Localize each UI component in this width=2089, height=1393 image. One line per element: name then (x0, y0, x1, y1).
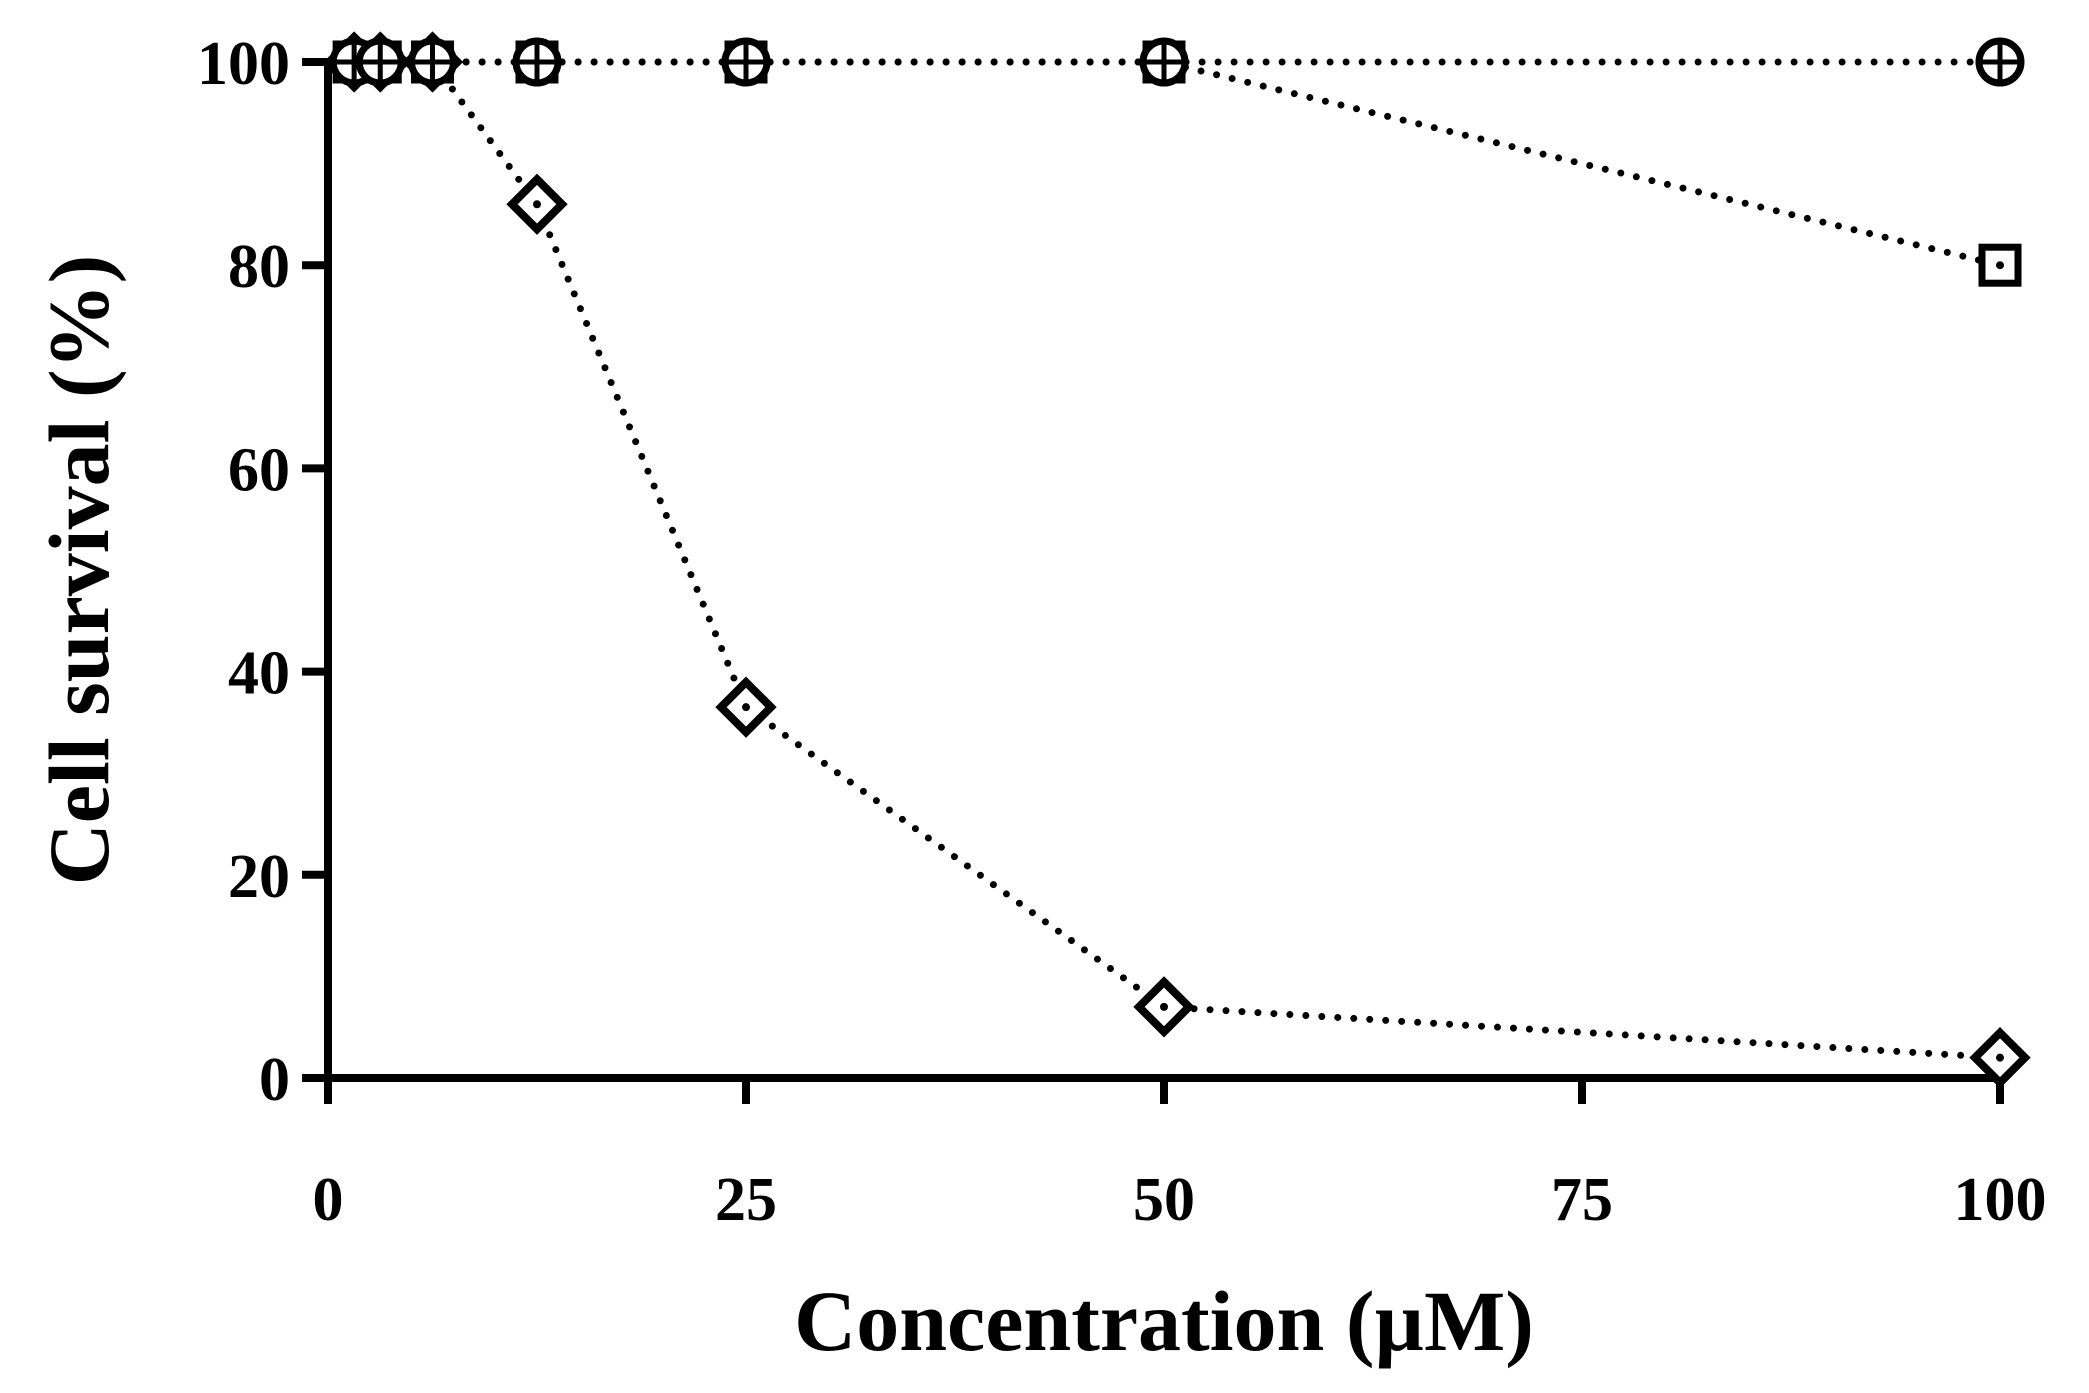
y-tick-label: 0 (259, 1046, 290, 1114)
ticks-layer: 0 25 50 75 100 0 20 40 60 80 100 (197, 30, 2047, 1234)
y-tick-label: 80 (228, 233, 290, 301)
data-point-diamond (715, 676, 777, 738)
data-point-diamond (1969, 1027, 2031, 1089)
x-tick-label: 100 (1954, 1166, 2047, 1234)
data-point-diamond (1133, 976, 1195, 1038)
markers-layer (323, 31, 2031, 1089)
data-point-circle-plus (408, 37, 457, 87)
data-point-diamond (506, 173, 568, 235)
data-point-circle-plus (512, 37, 562, 87)
marker-center-dot (1996, 261, 2004, 270)
x-tick-label: 75 (1551, 1166, 1613, 1234)
x-tick-label: 0 (313, 1166, 344, 1234)
y-tick-label: 100 (197, 30, 290, 98)
data-point-circle-plus (721, 37, 771, 87)
marker-center-dot (742, 703, 750, 712)
y-tick-label: 20 (228, 843, 290, 911)
marker-center-dot (1996, 1053, 2004, 1062)
axes-layer (324, 58, 2004, 1082)
data-point-square (1978, 243, 2022, 287)
series-line-square (350, 58, 2004, 269)
y-tick-label: 40 (228, 640, 290, 708)
y-axis-title: Cell survival (%) (31, 255, 127, 886)
x-axis-title: Concentration (µM) (794, 1273, 1534, 1369)
series-layer (350, 58, 2004, 1062)
data-point-circle-plus (1139, 37, 1189, 87)
x-tick-label: 25 (715, 1166, 777, 1234)
y-tick-label: 60 (228, 436, 290, 504)
series-line-diamond (350, 58, 2004, 1062)
marker-center-dot (533, 200, 541, 209)
data-point-circle-plus (1975, 37, 2025, 87)
data-point-circle-plus (355, 37, 405, 87)
square-marker (1978, 243, 2022, 287)
marker-center-dot (1160, 1002, 1168, 1011)
x-tick-label: 50 (1133, 1166, 1195, 1234)
